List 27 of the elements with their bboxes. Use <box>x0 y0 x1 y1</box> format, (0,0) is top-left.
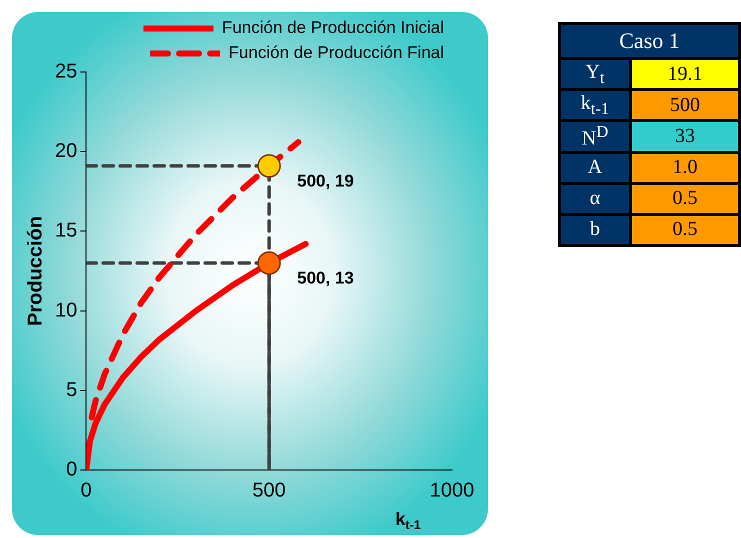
text: A <box>561 154 629 182</box>
y-tick-label: 5 <box>66 378 78 401</box>
text: 19.1 <box>632 60 738 88</box>
y-tick-label: 20 <box>54 140 78 162</box>
text: Caso 1 <box>561 25 738 57</box>
text: 0.5 <box>632 184 738 213</box>
text: α <box>561 184 629 213</box>
y-axis-title: Producción <box>24 216 47 326</box>
x-tick-label: 1000 <box>430 480 474 502</box>
y-tick-label: 0 <box>66 458 78 481</box>
text: k$_{t-1}$ <box>561 91 629 119</box>
y-tick-label: 15 <box>54 220 78 242</box>
y-tick-label: 25 <box>54 60 78 83</box>
x-tick-label: 0 <box>80 480 92 502</box>
text: N$^{D}$ <box>561 122 629 151</box>
text: 500 <box>632 91 738 119</box>
legend-label: Función de Producción Final <box>228 43 444 62</box>
annotation: 500, 19 <box>297 172 354 191</box>
text: 33 <box>632 122 738 151</box>
annotation: 500, 13 <box>297 268 354 288</box>
text: b <box>561 216 629 244</box>
text: Y$_{t}$ <box>561 60 629 88</box>
legend-label: Función de Producción Inicial <box>222 18 444 38</box>
x-tick-label: 500 <box>252 480 286 502</box>
text: 1.0 <box>632 154 738 182</box>
text: 0.5 <box>632 216 738 244</box>
y-tick-label: 10 <box>54 299 78 322</box>
